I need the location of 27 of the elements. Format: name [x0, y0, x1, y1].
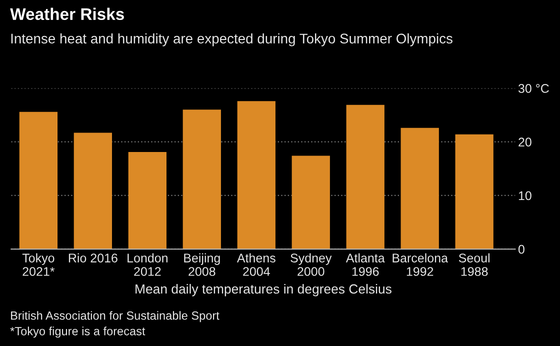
bar	[455, 134, 494, 250]
text: British Association for Sustainable Sport	[11, 311, 220, 322]
text: *Tokyo figure is a forecast	[10, 326, 146, 338]
y-tick-label: 30 °C	[518, 84, 549, 93]
chart-subtitle: Intense heat and humidity are expected during Tokyo Summer Olympics	[11, 33, 452, 46]
x-tick-label: Rio 2016	[68, 253, 118, 262]
bar	[19, 112, 58, 250]
y-tick-label: 20	[518, 138, 532, 147]
bar	[74, 132, 112, 250]
x-tick-label: Seoul 1988	[458, 253, 490, 276]
x-axis-title: Mean daily temperatures in degrees Celsius	[136, 284, 392, 296]
x-tick-label: London 2012	[128, 253, 168, 276]
bar	[128, 152, 166, 250]
bar	[182, 110, 221, 250]
x-tick-label: Athens 2004	[236, 253, 276, 276]
bar	[346, 104, 384, 250]
bar	[292, 156, 330, 250]
bar	[400, 128, 439, 250]
x-tick-label: Barcelona 1992	[392, 253, 448, 276]
x-tick-label: Atlanta 1996	[346, 253, 385, 276]
bar	[237, 101, 276, 250]
y-tick-label: 10	[518, 191, 532, 200]
x-tick-label: Beijing 2008	[184, 253, 220, 276]
chart-title: Weather Risks	[10, 8, 124, 20]
x-tick-label: Sydney 2000	[290, 253, 332, 276]
x-tick-label: Tokyo 2021*	[22, 253, 55, 276]
y-tick-label: 0	[518, 244, 524, 254]
